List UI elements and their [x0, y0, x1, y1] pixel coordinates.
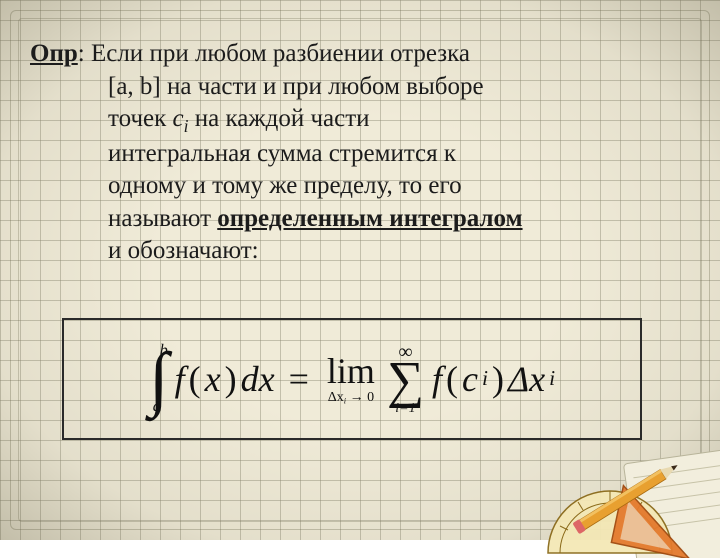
definition-line2: [a, b] на части и при любом выборе [30, 71, 668, 104]
sum-lower: i=1 [395, 402, 415, 416]
definition-sep: : [78, 40, 91, 67]
definition-label: Опр [30, 40, 78, 67]
ci-symbol: ci [173, 105, 189, 132]
integrand-x: x [205, 358, 221, 400]
definition-line4: интегральная сумма стремится к [30, 138, 668, 171]
summand-dxi: i [549, 366, 555, 391]
limit-word: lim [327, 353, 375, 389]
equals: = [289, 358, 309, 400]
summand-f: f [432, 358, 442, 400]
integral-symbol: b ∫ a [149, 343, 169, 415]
formula: b ∫ a f (x)dx = lim Δxi → 0 ∞ ∑ i=1 f (c… [149, 342, 555, 417]
summation: ∞ ∑ i=1 [387, 342, 424, 417]
definition-line7: и обозначают: [30, 235, 668, 268]
integral-lower: a [153, 399, 161, 415]
math-tools-icon [520, 398, 720, 558]
definition-line3b: на каждой части [195, 105, 370, 132]
summand-dx: Δx [508, 358, 545, 400]
limit: lim Δxi → 0 [327, 353, 375, 406]
summand-c: c [462, 358, 478, 400]
integrand-dx: dx [241, 358, 275, 400]
integrand-f: f [175, 358, 185, 400]
slide: Опр: Если при любом разбиении отрезка [a… [0, 0, 720, 540]
summand-ci: i [482, 366, 488, 391]
definition-line3a: точек [108, 105, 173, 132]
definition-term: определенным интегралом [217, 205, 522, 232]
definition-line5: одному и тому же пределу, то его [30, 170, 668, 203]
definition-line1: Если при любом разбиении отрезка [91, 40, 470, 67]
definition-text: Опр: Если при любом разбиении отрезка [a… [30, 38, 668, 268]
definition-line6a: называют [108, 205, 217, 232]
